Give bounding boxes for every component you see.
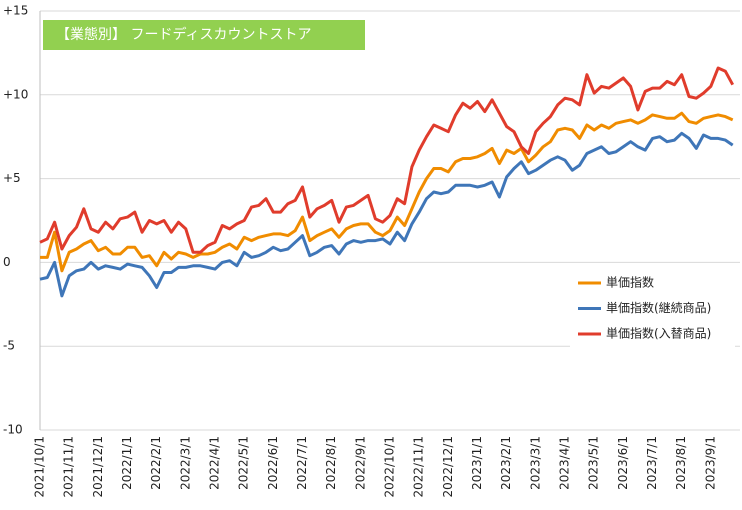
- legend-label: 単価指数(入替商品): [606, 326, 711, 341]
- y-tick-label: +15: [3, 4, 28, 18]
- data-line: [39, 66, 735, 254]
- y-tick-label: -10: [3, 423, 23, 437]
- chart-title: 【業態別】 フードディスカウントストア: [56, 26, 311, 43]
- x-tick-label: 2023/7/1: [645, 436, 659, 490]
- legend-label: 単価指数: [606, 275, 654, 290]
- grid: [40, 10, 740, 431]
- x-tick-label: 2021/10/1: [33, 436, 47, 498]
- x-tick-label: 2022/12/1: [441, 436, 455, 498]
- x-tick-label: 2022/10/1: [383, 436, 397, 498]
- x-tick-label: 2021/11/1: [62, 436, 76, 498]
- x-tick-label: 2022/9/1: [353, 436, 367, 490]
- y-tick-label: +10: [3, 87, 28, 101]
- x-tick-label: 2023/9/1: [703, 436, 717, 490]
- data-line: [39, 131, 734, 298]
- x-tick-label: 2023/5/1: [587, 436, 601, 490]
- x-tick-label: 2022/3/1: [178, 436, 192, 490]
- x-tick-label: 2022/1/1: [120, 436, 134, 490]
- title-box: [43, 20, 365, 50]
- y-tick-label: -5: [3, 339, 15, 353]
- x-tick-label: 2023/2/1: [499, 436, 513, 490]
- x-tick-label: 2022/11/1: [412, 436, 426, 498]
- x-tick-label: 2022/2/1: [149, 436, 163, 490]
- data-line: [40, 111, 734, 273]
- y-tick-label: 0: [3, 255, 11, 269]
- x-tick-label: 2022/6/1: [266, 436, 280, 490]
- x-tick-label: 2023/8/1: [674, 436, 688, 490]
- y-tick-label: +5: [3, 171, 21, 185]
- x-tick-label: 2022/7/1: [295, 436, 309, 490]
- x-tick-label: 2023/6/1: [616, 436, 630, 490]
- x-tick-label: 2022/5/1: [237, 436, 251, 490]
- legend-label: 単価指数(継続商品): [606, 300, 711, 315]
- x-tick-label: 2022/8/1: [324, 436, 338, 490]
- x-tick-label: 2023/1/1: [470, 436, 484, 490]
- x-tick-label: 2023/4/1: [558, 436, 572, 490]
- x-tick-label: 2023/3/1: [528, 436, 542, 490]
- x-tick-label: 2022/4/1: [208, 436, 222, 490]
- x-tick-label: 2021/12/1: [91, 436, 105, 498]
